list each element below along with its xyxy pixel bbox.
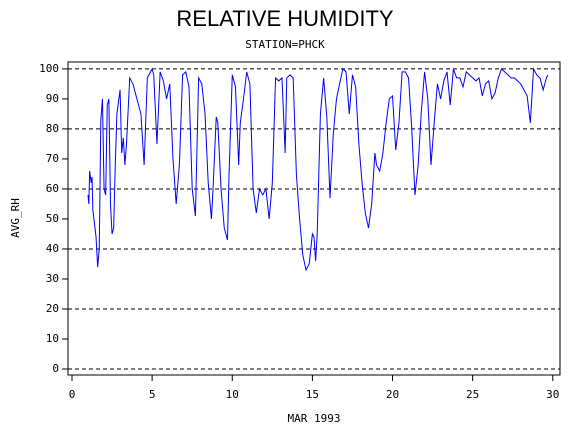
chart-title: RELATIVE HUMIDITY (176, 6, 394, 31)
y-tick-label: 100 (39, 62, 59, 75)
y-tick-label: 70 (46, 152, 59, 165)
y-tick-label: 50 (46, 212, 59, 225)
x-tick-label: 15 (306, 388, 319, 401)
y-tick-label: 80 (46, 122, 59, 135)
y-tick-label: 0 (52, 362, 59, 375)
x-tick-label: 30 (546, 388, 559, 401)
y-axis-label: AVG_RH (9, 198, 22, 238)
y-tick-label: 40 (46, 242, 59, 255)
x-axis-label: MAR 1993 (288, 412, 341, 425)
x-tick-label: 20 (386, 388, 399, 401)
y-tick-label: 60 (46, 182, 59, 195)
plot-frame (67, 61, 561, 376)
chart-subtitle: STATION=PHCK (245, 38, 325, 51)
y-tick-label: 30 (46, 272, 59, 285)
x-tick-label: 0 (69, 388, 76, 401)
y-tick-label: 90 (46, 92, 59, 105)
y-tick-label: 10 (46, 332, 59, 345)
y-tick-label: 20 (46, 302, 59, 315)
x-tick-label: 10 (226, 388, 239, 401)
data-line (87, 67, 549, 272)
x-tick-label: 5 (149, 388, 156, 401)
x-tick-label: 25 (466, 388, 479, 401)
